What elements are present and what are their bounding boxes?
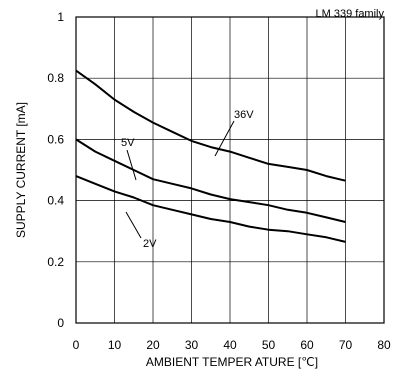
series-lines — [75, 69, 346, 243]
leader-line-2v — [125, 211, 142, 239]
y-tick-label-0: 0 — [57, 316, 64, 330]
leader-line-36v — [214, 120, 235, 157]
x-tick-label-0: 0 — [73, 338, 80, 352]
series-line-36v — [75, 69, 346, 182]
series-label-2v: 2V — [143, 238, 157, 250]
x-tick-label-2: 20 — [146, 338, 160, 352]
x-tick-label-6: 60 — [300, 338, 314, 352]
x-tick-label-1: 10 — [108, 338, 122, 352]
y-axis-label: SUPPLY CURRENT [mA] — [14, 102, 28, 238]
x-tick-label-8: 80 — [377, 338, 391, 352]
plot-frame — [75, 16, 385, 324]
y-tick-label-2: 0.4 — [47, 194, 64, 208]
x-tick-label-3: 30 — [185, 338, 199, 352]
x-tick-label-4: 40 — [223, 338, 237, 352]
y-tick-label-1: 0.2 — [47, 255, 64, 269]
y-tick-label-4: 0.8 — [47, 71, 64, 85]
y-tick-label-5: 1 — [57, 10, 64, 24]
x-axis-label: AMBIENT TEMPER ATURE [℃] — [146, 355, 318, 369]
series-line-2v — [75, 175, 346, 243]
series-label-36v: 36V — [234, 109, 254, 121]
x-tick-label-7: 70 — [339, 338, 353, 352]
series-line-5v — [75, 138, 346, 223]
series-label-5v: 5V — [121, 137, 135, 149]
y-tick-labels: 0 0.2 0.4 0.6 0.8 1 — [47, 10, 64, 330]
leader-line-5v — [126, 149, 137, 181]
x-tick-labels: 0 10 20 30 40 50 60 70 80 — [73, 338, 391, 352]
y-tick-label-3: 0.6 — [47, 132, 64, 146]
chart-annotation: LM 339 family — [316, 8, 385, 20]
grid-lines — [75, 16, 385, 324]
x-tick-label-5: 50 — [262, 338, 276, 352]
